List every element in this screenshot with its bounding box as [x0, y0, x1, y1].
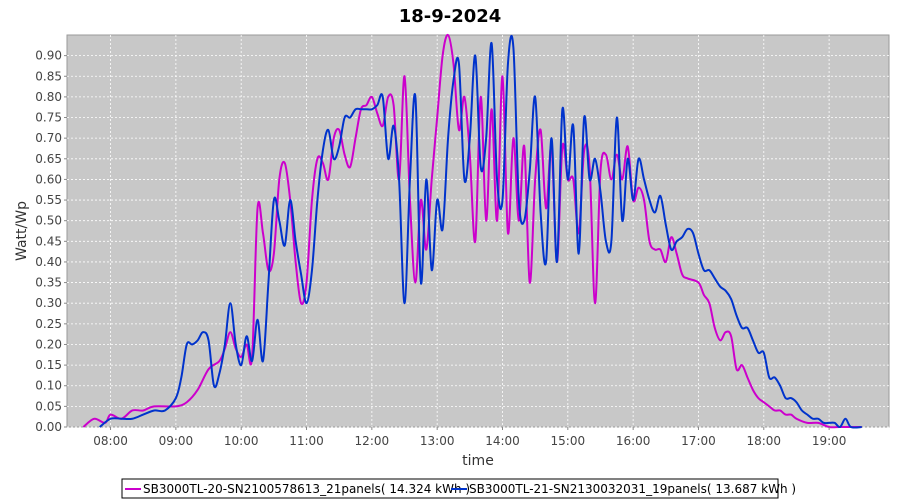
x-tick-label: 13:00 — [420, 434, 455, 448]
y-tick-label: 0.80 — [35, 90, 62, 104]
y-tick-label: 0.70 — [35, 131, 62, 145]
grid-lines — [67, 35, 889, 428]
x-tick-label: 14:00 — [485, 434, 520, 448]
y-tick-label: 0.90 — [35, 49, 62, 63]
y-tick-label: 0.55 — [35, 193, 62, 207]
series-lines — [82, 33, 862, 429]
legend-label-series-1: SB3000TL-20-SN2100578613_21panels( 14.32… — [143, 482, 470, 496]
y-tick-label: 0.00 — [35, 420, 62, 434]
y-tick-label: 0.35 — [35, 276, 62, 290]
y-tick-label: 0.85 — [35, 69, 62, 83]
y-tick-label: 0.15 — [35, 358, 62, 372]
y-tick-label: 0.50 — [35, 214, 62, 228]
x-tick-label: 12:00 — [355, 434, 390, 448]
y-axis-ticks: 0.00 0.05 0.10 0.15 0.20 0.25 0.30 0.35 0.40 0.45… — [35, 49, 67, 434]
x-tick-label: 08:00 — [93, 434, 128, 448]
x-tick-label: 18:00 — [746, 434, 781, 448]
legend: SB3000TL-20-SN2100578613_21panels( 14.32… — [121, 478, 796, 499]
y-tick-label: 0.45 — [35, 234, 62, 248]
x-tick-label: 11:00 — [289, 434, 324, 448]
y-axis-title: Watt/Wp — [14, 201, 30, 261]
legend-label-series-2: SB3000TL-21-SN2130032031_19panels( 13.68… — [469, 482, 796, 496]
y-tick-label: 0.30 — [35, 296, 62, 310]
y-tick-label: 0.75 — [35, 111, 62, 125]
y-tick-label: 0.10 — [35, 379, 62, 393]
y-tick-label: 0.05 — [35, 399, 62, 413]
x-tick-label: 16:00 — [616, 434, 651, 448]
y-tick-label: 0.40 — [35, 255, 62, 269]
x-axis-ticks: 08:00 09:00 10:00 11:00 12:00 13:00 14:00 15:00… — [93, 427, 846, 448]
x-tick-label: 17:00 — [681, 434, 716, 448]
x-tick-label: 09:00 — [159, 434, 194, 448]
x-axis-title: time — [462, 453, 494, 469]
y-tick-label: 0.25 — [35, 317, 62, 331]
x-tick-label: 19:00 — [812, 434, 847, 448]
legend-box — [121, 478, 779, 499]
y-tick-label: 0.20 — [35, 337, 62, 351]
series-line-2 — [99, 34, 862, 429]
chart-title: 18-9-2024 — [399, 6, 502, 27]
y-tick-label: 0.65 — [35, 152, 62, 166]
x-tick-label: 15:00 — [551, 434, 586, 448]
y-tick-label: 0.60 — [35, 172, 62, 186]
x-tick-label: 10:00 — [224, 434, 259, 448]
